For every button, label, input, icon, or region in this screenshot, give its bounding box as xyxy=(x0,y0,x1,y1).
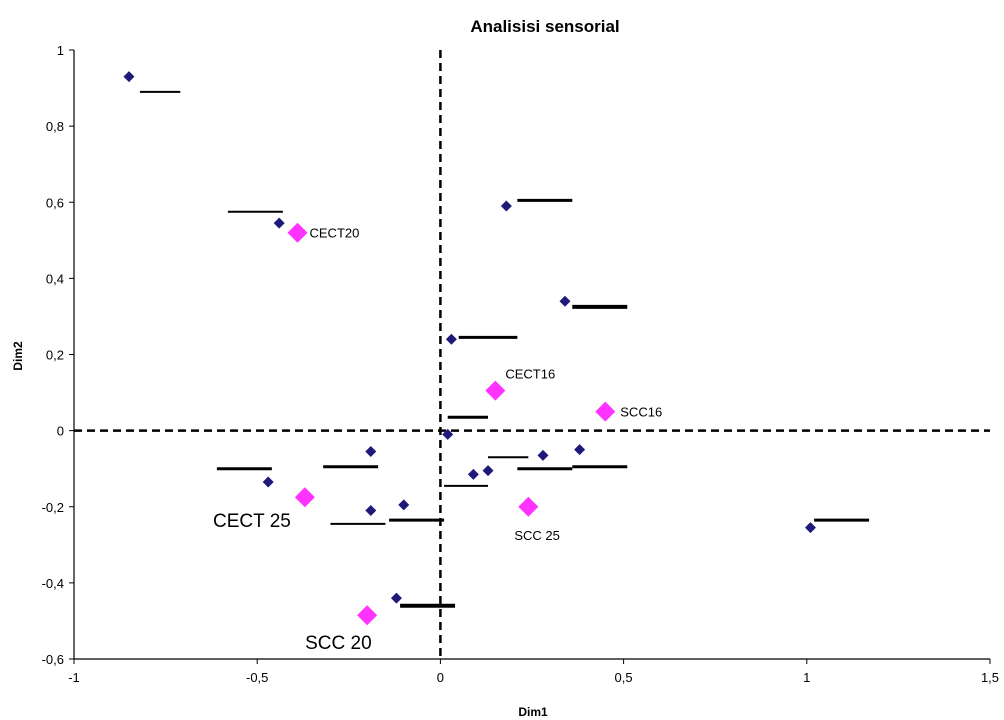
highlight-point xyxy=(595,401,616,422)
x-tick-label: 1,5 xyxy=(981,670,999,685)
highlight-point xyxy=(294,487,315,508)
y-tick-label: 1 xyxy=(57,43,64,58)
data-point xyxy=(500,200,512,212)
data-point xyxy=(262,476,274,488)
reference-lines xyxy=(74,50,990,659)
data-point xyxy=(482,465,494,477)
label-marks xyxy=(139,90,870,608)
data-point xyxy=(365,446,377,458)
point-label: CECT16 xyxy=(505,367,555,382)
data-point xyxy=(559,295,571,307)
highlight-point xyxy=(287,222,308,243)
x-tick-label: -0,5 xyxy=(246,670,268,685)
point-label: SCC 20 xyxy=(305,633,372,654)
data-point xyxy=(537,449,549,461)
data-point xyxy=(804,522,816,534)
data-point xyxy=(390,592,402,604)
x-tick-label: 0,5 xyxy=(615,670,633,685)
point-label: SCC 25 xyxy=(514,528,560,543)
x-tick-label: -1 xyxy=(68,670,80,685)
highlight-point xyxy=(485,380,506,401)
highlight-point xyxy=(357,605,378,626)
chart-title: Analisisi sensorial xyxy=(470,17,619,36)
y-tick-label: 0,4 xyxy=(46,271,64,286)
axes: -0,6 -0,4 -0,2 0 0,2 0,4 0,6 0,8 1 -1 -0,5 0 0,5 1 1,5 xyxy=(42,43,999,685)
y-axis-title: Dim2 xyxy=(11,341,25,371)
point-labels: CECT20 CECT16 SCC16 CECT 25 SCC 25 SCC 20 xyxy=(213,226,662,655)
x-tick-label: 0 xyxy=(437,670,444,685)
data-point xyxy=(467,468,479,480)
y-tick-label: 0,6 xyxy=(46,195,64,210)
y-tick-label: -0,2 xyxy=(42,500,64,515)
point-label: CECT20 xyxy=(310,226,360,241)
x-axis-title: Dim1 xyxy=(518,705,548,719)
point-label: CECT 25 xyxy=(213,511,291,532)
data-point xyxy=(445,333,457,345)
highlight-point xyxy=(518,496,539,517)
y-tick-label: 0,2 xyxy=(46,348,64,363)
data-points xyxy=(123,71,816,626)
x-tick-label: 1 xyxy=(803,670,810,685)
data-point xyxy=(273,217,285,229)
y-tick-label: -0,4 xyxy=(42,576,64,591)
data-point xyxy=(442,428,454,440)
data-point xyxy=(398,499,410,511)
data-point xyxy=(123,71,135,83)
y-tick-label: -0,6 xyxy=(42,652,64,667)
data-point xyxy=(365,505,377,517)
data-point xyxy=(574,444,586,456)
y-tick-label: 0 xyxy=(57,424,64,439)
point-label: SCC16 xyxy=(620,405,662,420)
y-tick-label: 0,8 xyxy=(46,119,64,134)
